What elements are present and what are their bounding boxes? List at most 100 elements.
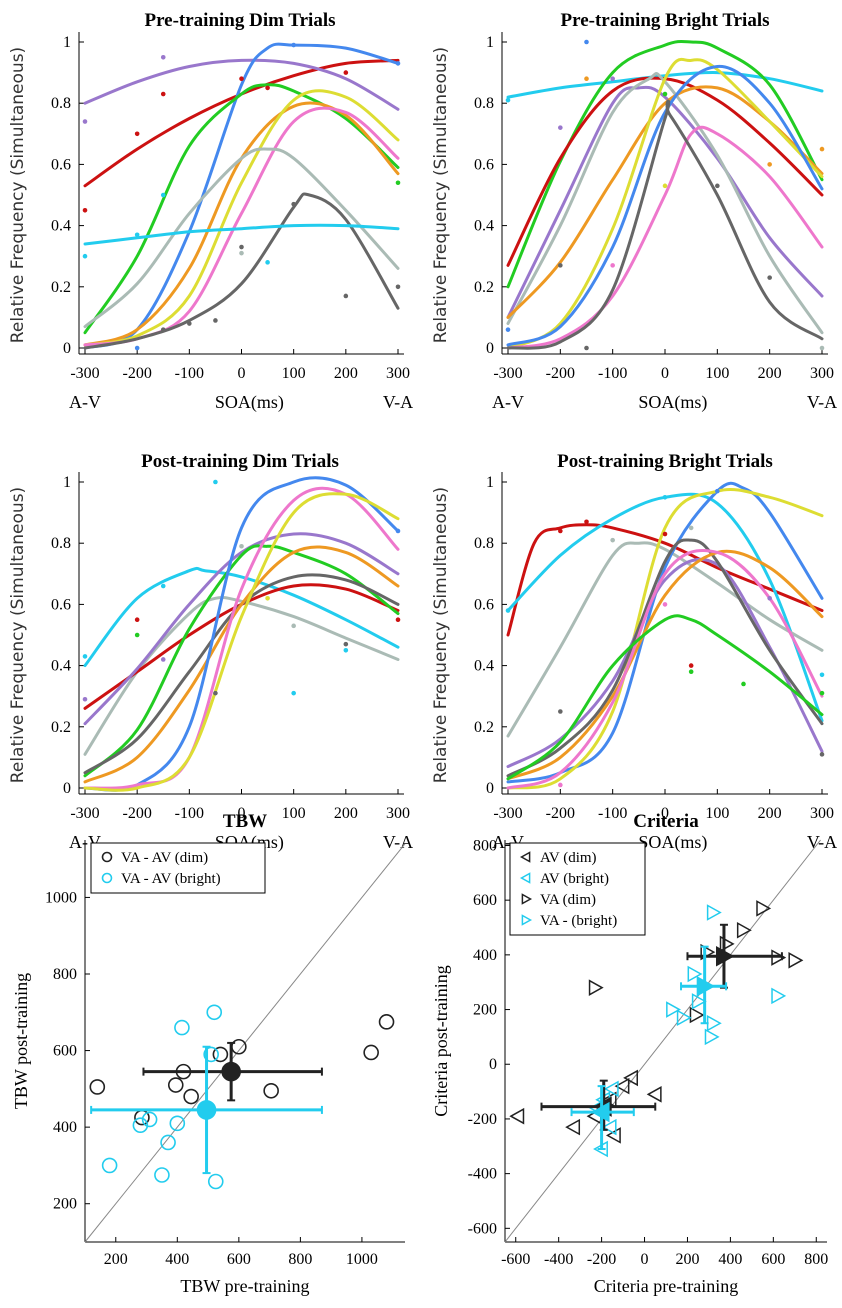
x-label-right: V-A [383,832,413,852]
scatter-point [141,1111,158,1128]
scatter-point [167,1077,184,1093]
data-point [160,583,166,589]
data-point [767,275,772,280]
scatter-point [706,904,722,921]
y-tick-label: 400 [53,1119,77,1136]
data-point [160,91,166,97]
data-point [819,672,825,678]
scatter-point [160,1134,176,1151]
data-point [291,623,296,629]
series-line-cyan [83,223,400,246]
y-tick-label: 0.6 [51,156,71,173]
data-point [291,690,296,696]
y-tick-label: 200 [53,1196,77,1213]
y-tick-label: 0.2 [51,279,71,296]
series-line-pink [506,125,824,350]
line-chart-2: Post-training Dim Trials-300 -200 -100 0 100… [8,451,413,853]
y-tick-label: 0.4 [474,218,494,235]
legend-label: VA - AV (bright) [121,871,221,887]
data-point [662,531,668,537]
data-point [610,263,615,268]
scatter-point [691,993,707,1010]
x-tick-label: 300 [810,365,834,382]
y-tick-label: 0 [63,780,71,797]
y-tick-label: 0.2 [474,279,494,296]
x-tick-label: -300 [493,805,522,822]
data-point [82,654,88,659]
data-point [819,345,825,351]
legend-label: AV (bright) [540,871,609,887]
data-point [160,327,166,332]
data-point [343,648,349,653]
data-point [265,85,270,91]
legend-marker [519,851,531,863]
y-tick-label: 600 [473,892,497,909]
legend-marker [101,872,113,884]
data-point [82,208,88,213]
x-tick-label: -100 [175,805,204,822]
scatter-point [89,1079,106,1095]
x-axis-label: TBW pre-training [180,1276,309,1296]
series-line-green [506,39,824,289]
scatter-point [788,952,804,969]
series-line-green [83,544,400,778]
data-point [819,690,825,696]
y-tick-label: 200 [473,1002,497,1019]
scatter-point [101,1157,118,1174]
y-tick-label: 0.6 [51,596,71,613]
chart-title: TBW [223,811,267,832]
scatter-point [378,1014,395,1030]
y-tick-label: -400 [468,1166,497,1183]
data-point [662,91,668,97]
series-line-green [506,614,824,781]
data-point [343,641,349,647]
scatter-point [676,1009,692,1027]
scatter-point [132,1117,149,1134]
data-point [558,125,563,130]
line-chart-3: Post-training Bright Trials -300 -200 -100 0… [431,451,837,853]
x-tick-label: 1000 [346,1251,378,1268]
data-point [395,284,401,290]
x-label-right: V-A [383,392,413,412]
data-point [715,183,720,189]
x-label-center: SOA(ms) [215,392,284,413]
line-chart-1: Pre-training Bright Trials -300 -200 -100 0 1… [431,10,837,413]
x-label-center: SOA(ms) [638,392,707,413]
x-tick-label: 600 [227,1251,251,1268]
series-line-orange [83,101,400,347]
y-tick-label: 0.2 [474,719,494,736]
data-point [265,595,270,601]
x-label-center: SOA(ms) [638,832,707,853]
y-tick-label: 1000 [45,889,77,906]
scatter-point [689,1006,705,1024]
scatter-point [203,1046,219,1063]
data-point [134,632,140,638]
data-point [134,131,140,137]
series-line-green [83,83,400,335]
data-point [134,232,140,238]
x-tick-label: 100 [705,365,729,382]
y-tick-label: 0.8 [51,535,71,552]
legend-label: AV (dim) [540,850,597,866]
legend: VA - AV (dim) VA - AV (bright) [90,842,266,894]
y-tick-label: 400 [473,947,497,964]
data-point [82,119,88,124]
series-line-gray [83,192,400,350]
legend-box [509,842,646,936]
data-point [134,617,140,622]
data-point [213,318,218,323]
x-tick-label: 0 [661,805,669,822]
x-tick-label: 800 [288,1251,312,1268]
legend-marker [521,914,533,926]
scatter-point [206,1004,223,1021]
y-tick-label: 0 [489,1056,497,1073]
scatter-point [756,900,772,917]
y-tick-label: 600 [53,1043,77,1060]
x-tick-label: 300 [386,805,410,822]
data-point [343,293,349,299]
scatter-point [588,979,604,996]
x-tick-label: 100 [705,805,729,822]
x-tick-label: 0 [641,1251,649,1268]
data-point [82,253,88,259]
x-tick-label: 200 [104,1251,128,1268]
